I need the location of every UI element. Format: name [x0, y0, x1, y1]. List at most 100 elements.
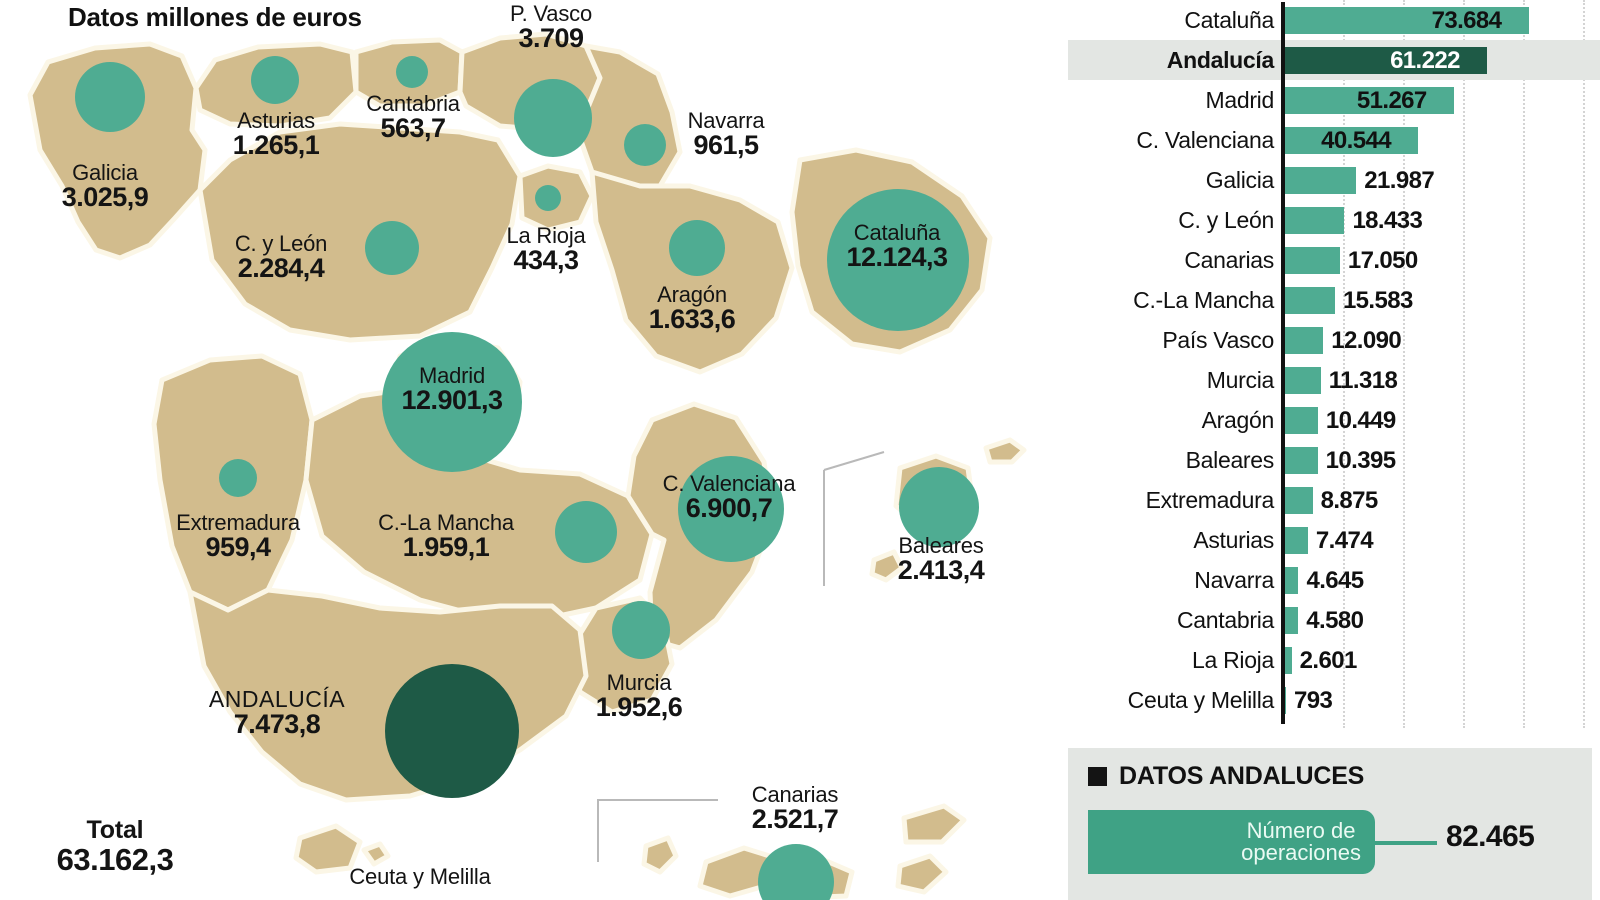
gridline-2 [1403, 0, 1405, 728]
table-row[interactable]: La Rioja 2.601 [1060, 640, 1600, 680]
map-bubble-16 [758, 844, 834, 900]
bar-category-label: Galicia [1205, 166, 1275, 193]
bar-value-label: 61.222 [1390, 47, 1460, 74]
right-panel: Cataluña 73.684 Andalucía 61.222 Madrid 51.26… [1060, 0, 1600, 900]
operations-connector-line [1375, 841, 1437, 845]
table-row[interactable]: Baleares 10.395 [1060, 440, 1600, 480]
bar-category-label: Aragón [1201, 406, 1275, 433]
operations-label-line1: Número de [1246, 817, 1356, 843]
map-region-name: Asturias [237, 108, 315, 133]
map-region-value: 3.709 [518, 23, 584, 54]
map-region-value: 959,4 [205, 532, 271, 563]
gridline-4 [1523, 0, 1525, 728]
map-region-name: Cataluña [853, 220, 941, 245]
bar-category-label: Madrid [1205, 86, 1274, 113]
table-row[interactable]: Canarias 17.050 [1060, 240, 1600, 280]
bar-category-label: Andalucía [1166, 46, 1275, 73]
table-row[interactable]: C.-La Mancha 15.583 [1060, 280, 1600, 320]
bar-value-label: 2.601 [1299, 647, 1358, 674]
map-region-value: 434,3 [513, 245, 579, 276]
map-region-value: 12.124,3 [846, 242, 948, 273]
bar-category-label: Baleares [1185, 446, 1275, 473]
operations-label-line2: operaciones [1241, 840, 1361, 865]
table-row[interactable]: Madrid 51.267 [1060, 80, 1600, 120]
table-row[interactable]: Extremadura 8.875 [1060, 480, 1600, 520]
bar-category-label: Navarra [1194, 566, 1274, 593]
table-row[interactable]: Galicia 21.987 [1060, 160, 1600, 200]
table-row[interactable]: Aragón 10.449 [1060, 400, 1600, 440]
map-region-value: 1.959,1 [402, 532, 490, 563]
bar-category-label: Asturias [1193, 526, 1274, 553]
map-region-value: 1.952,6 [595, 692, 683, 723]
map-label-11: C.-La Mancha 1.959,1 [378, 511, 514, 563]
map-region-value: 2.413,4 [897, 555, 985, 586]
table-row[interactable]: Cataluña 73.684 [1060, 0, 1600, 40]
map-panel: Datos millones de euros Galicia 3.025,9 As… [27, 2, 1027, 900]
bar-category-label: C. Valenciana [1136, 126, 1274, 153]
bar [1283, 286, 1335, 314]
map-bubble-15 [385, 664, 519, 798]
map-bubble-3 [514, 79, 592, 157]
table-row[interactable]: C. Valenciana 40.544 [1060, 120, 1600, 160]
map-bubble-1 [251, 56, 299, 104]
table-row[interactable]: País Vasco 12.090 [1060, 320, 1600, 360]
bar [1283, 366, 1321, 394]
map-label-0: Galicia 3.025,9 [61, 161, 149, 213]
bar-value-label: 10.449 [1325, 407, 1396, 434]
map-bubble-11 [555, 501, 617, 563]
datos-andaluces-title: DATOS ANDALUCES [1119, 762, 1365, 790]
bar-value-label: 11.318 [1328, 367, 1398, 394]
operations-bar: Número de operaciones [1088, 810, 1375, 874]
bar-value-label: 8.875 [1320, 487, 1379, 514]
map-bubble-13 [899, 467, 979, 547]
map-label-8: Aragón 1.633,6 [648, 283, 736, 335]
map-bubble-0 [75, 62, 145, 132]
bar-value-label: 7.474 [1315, 527, 1374, 554]
bar-category-label: Ceuta y Melilla [1127, 686, 1275, 713]
table-row[interactable]: Murcia 11.318 [1060, 360, 1600, 400]
gridline-3 [1463, 0, 1465, 728]
datos-andaluces-header: DATOS ANDALUCES [1088, 762, 1364, 791]
bar-value-label: 51.267 [1356, 87, 1427, 114]
map-title: Datos millones de euros [68, 2, 362, 32]
map-bubble-10 [219, 459, 257, 497]
table-row[interactable]: Asturias 7.474 [1060, 520, 1600, 560]
bar-category-label: Cataluña [1184, 6, 1274, 33]
bar-category-label: Canarias [1184, 246, 1274, 273]
map-region-value: 2.284,4 [237, 253, 325, 284]
table-row[interactable]: Cantabria 4.580 [1060, 600, 1600, 640]
table-row[interactable]: Ceuta y Melilla 793 [1060, 680, 1600, 720]
map-region-value: 3.025,9 [61, 182, 149, 213]
map-label-1: Asturias 1.265,1 [233, 108, 320, 160]
map-region-value: 2.521,7 [751, 804, 839, 835]
map-region-name: Madrid [418, 363, 486, 388]
bar-category-label: Murcia [1206, 366, 1275, 393]
map-bubble-2 [396, 56, 428, 88]
bar-category-label: Cantabria [1176, 606, 1274, 633]
map-label-3: P. Vasco 3.709 [510, 2, 592, 54]
bar-value-label: 12.090 [1331, 327, 1402, 354]
bar-category-label: Extremadura [1145, 486, 1275, 513]
bar [1283, 566, 1299, 594]
operations-label: Número de operaciones [1241, 817, 1375, 865]
bar-value-label: 4.580 [1306, 607, 1364, 634]
ranking-bar-chart: Cataluña 73.684 Andalucía 61.222 Madrid 51.26… [1060, 0, 1600, 728]
bar-value-label: 17.050 [1347, 247, 1418, 274]
map-bubble-4 [624, 124, 666, 166]
map-region-value: 1.633,6 [648, 304, 736, 335]
bar-value-label: 793 [1294, 687, 1333, 714]
map-bubble-12 [678, 456, 784, 562]
bar-value-label: 4.645 [1306, 567, 1364, 594]
table-row[interactable]: C. y León 18.433 [1060, 200, 1600, 240]
bar-category-label: C. y León [1178, 206, 1274, 233]
bar [1283, 46, 1488, 74]
map-label-16: Canarias 2.521,7 [751, 783, 839, 835]
map-region-name: Ceuta y Melilla [349, 864, 491, 889]
map-total-name: Total [86, 816, 144, 844]
table-row[interactable]: Andalucía 61.222 [1060, 40, 1600, 80]
chart-gridlines [1283, 0, 1600, 728]
map-label-10: Extremadura 959,4 [176, 511, 300, 563]
bar [1283, 126, 1419, 154]
table-row[interactable]: Navarra 4.645 [1060, 560, 1600, 600]
map-label-7: La Rioja 434,3 [506, 224, 585, 276]
